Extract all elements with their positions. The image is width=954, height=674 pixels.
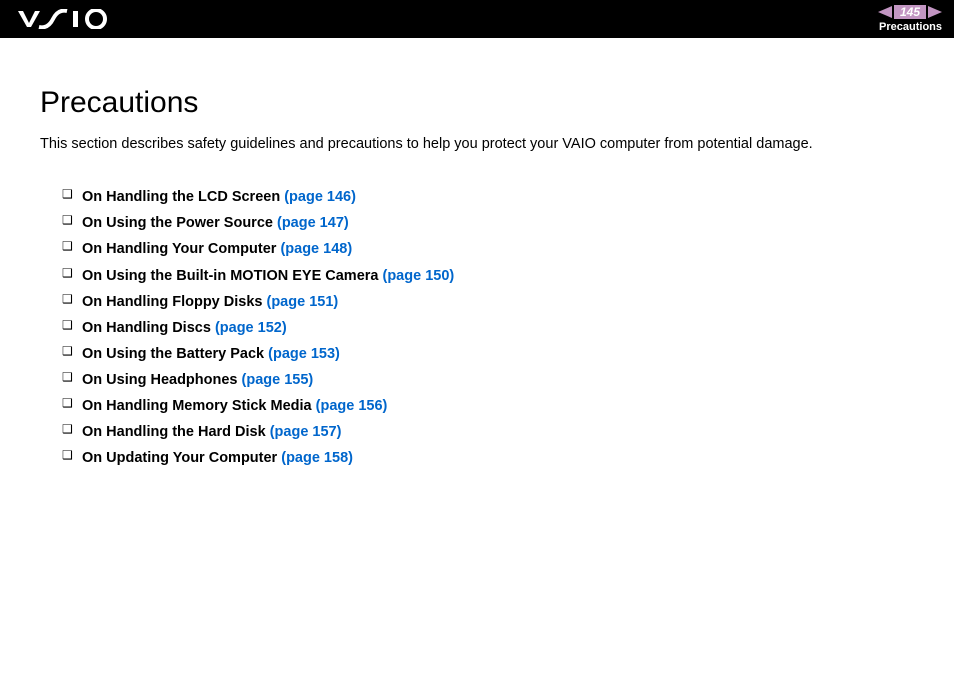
toc-item: On Using the Battery Pack (page 153) — [62, 341, 914, 367]
toc-item-label: On Handling the Hard Disk — [82, 424, 270, 440]
page-link[interactable]: (page 155) — [242, 372, 314, 388]
page-content: Precautions This section describes safet… — [0, 38, 954, 471]
page-link[interactable]: (page 152) — [215, 320, 287, 336]
toc-item: On Using Headphones (page 155) — [62, 367, 914, 393]
toc-item: On Handling the Hard Disk (page 157) — [62, 419, 914, 445]
page-title: Precautions — [40, 86, 914, 120]
toc-item-label: On Using the Power Source — [82, 215, 277, 231]
toc-item: On Updating Your Computer (page 158) — [62, 445, 914, 471]
page-link[interactable]: (page 158) — [281, 450, 353, 466]
page-header: 145 Precautions — [0, 0, 954, 38]
page-link[interactable]: (page 148) — [280, 241, 352, 257]
table-of-contents: On Handling the LCD Screen (page 146) On… — [40, 184, 914, 471]
toc-item: On Handling Discs (page 152) — [62, 315, 914, 341]
toc-item-label: On Handling the LCD Screen — [82, 189, 284, 205]
prev-page-arrow-icon[interactable] — [878, 6, 892, 18]
toc-item-label: On Handling Memory Stick Media — [82, 398, 316, 414]
toc-item: On Handling Memory Stick Media (page 156… — [62, 393, 914, 419]
page-link[interactable]: (page 156) — [316, 398, 388, 414]
toc-item-label: On Using the Battery Pack — [82, 346, 268, 362]
toc-item: On Handling Your Computer (page 148) — [62, 236, 914, 262]
toc-item-label: On Using the Built-in MOTION EYE Camera — [82, 268, 383, 284]
vaio-logo — [18, 9, 114, 29]
page-link[interactable]: (page 146) — [284, 189, 356, 205]
intro-paragraph: This section describes safety guidelines… — [40, 134, 914, 154]
page-link[interactable]: (page 151) — [267, 294, 339, 310]
section-name: Precautions — [878, 21, 942, 33]
header-right: 145 Precautions — [878, 5, 942, 33]
toc-item: On Handling the LCD Screen (page 146) — [62, 184, 914, 210]
next-page-arrow-icon[interactable] — [928, 6, 942, 18]
page-link[interactable]: (page 153) — [268, 346, 340, 362]
page-link[interactable]: (page 150) — [383, 268, 455, 284]
page-link[interactable]: (page 157) — [270, 424, 342, 440]
toc-item: On Handling Floppy Disks (page 151) — [62, 289, 914, 315]
toc-item-label: On Updating Your Computer — [82, 450, 281, 466]
toc-item: On Using the Power Source (page 147) — [62, 210, 914, 236]
page-link[interactable]: (page 147) — [277, 215, 349, 231]
page-number: 145 — [894, 5, 926, 19]
toc-item-label: On Handling Floppy Disks — [82, 294, 267, 310]
toc-item-label: On Handling Discs — [82, 320, 215, 336]
page-navigation: 145 — [878, 5, 942, 19]
toc-item-label: On Handling Your Computer — [82, 241, 280, 257]
document-page: 145 Precautions Precautions This section… — [0, 0, 954, 674]
toc-item-label: On Using Headphones — [82, 372, 242, 388]
toc-item: On Using the Built-in MOTION EYE Camera … — [62, 263, 914, 289]
